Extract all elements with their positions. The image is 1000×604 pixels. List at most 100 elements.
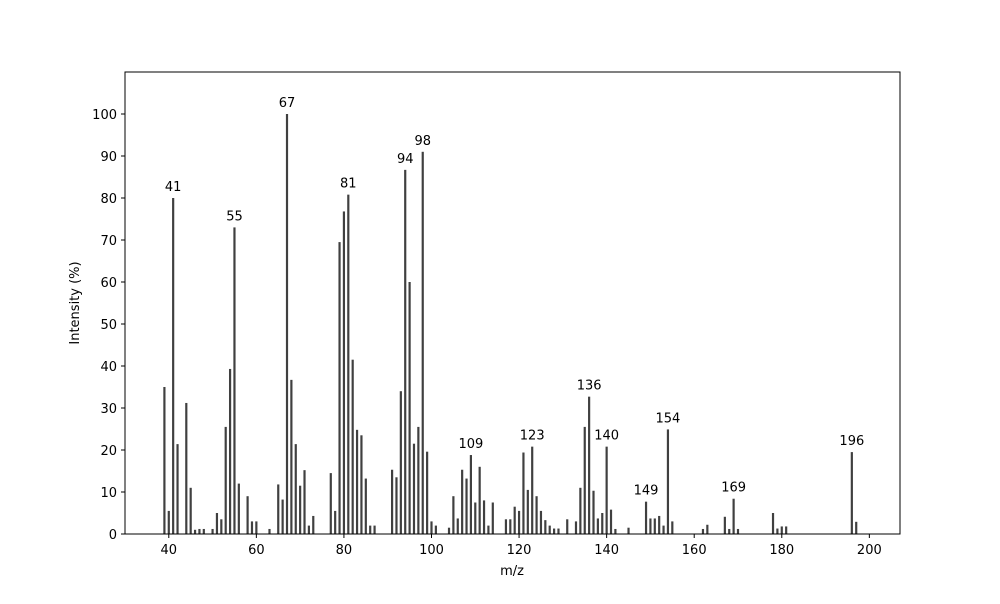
peak-label: 149 xyxy=(634,484,659,499)
bar xyxy=(671,521,674,534)
bar xyxy=(736,528,740,534)
y-tick-label: 100 xyxy=(92,108,117,123)
y-tick-label: 0 xyxy=(109,528,117,543)
peak-label: 154 xyxy=(656,411,681,426)
y-tick-label: 80 xyxy=(100,192,117,207)
bar xyxy=(303,470,306,534)
bar xyxy=(526,489,529,534)
bar xyxy=(855,521,858,534)
bar xyxy=(452,496,455,534)
bar xyxy=(198,528,201,534)
bar xyxy=(294,444,297,534)
bar xyxy=(662,525,665,534)
bar xyxy=(172,198,175,534)
y-tick-label: 60 xyxy=(100,276,117,291)
bar xyxy=(504,519,508,534)
peak-label: 196 xyxy=(839,434,864,449)
bar xyxy=(426,451,429,534)
bar xyxy=(513,506,516,534)
bar xyxy=(334,510,337,534)
bar xyxy=(531,446,534,534)
bar xyxy=(369,525,372,534)
bar xyxy=(281,499,284,534)
bar xyxy=(185,402,188,534)
x-axis-label: m/z xyxy=(500,564,524,579)
bar xyxy=(255,521,258,534)
bar xyxy=(539,510,543,534)
bar xyxy=(592,490,595,534)
bar xyxy=(785,526,788,534)
bar xyxy=(474,502,477,534)
bar xyxy=(347,194,350,534)
bar xyxy=(850,452,853,534)
bar xyxy=(609,509,613,534)
bar xyxy=(596,518,599,534)
bar xyxy=(215,513,219,534)
bar xyxy=(478,466,481,534)
y-axis-label: Intensity (%) xyxy=(68,261,83,344)
y-tick-label: 10 xyxy=(100,486,117,501)
bar xyxy=(233,227,236,534)
bar xyxy=(465,478,468,534)
bar xyxy=(167,510,170,534)
bar xyxy=(250,521,254,534)
bar xyxy=(482,500,486,534)
peak-label: 41 xyxy=(165,180,182,195)
bar xyxy=(430,521,433,534)
bar xyxy=(544,520,547,534)
bar xyxy=(193,529,197,534)
bar xyxy=(653,518,656,534)
bar xyxy=(701,528,705,534)
x-tick-label: 60 xyxy=(248,543,265,558)
peak-label: 140 xyxy=(594,429,619,444)
bar xyxy=(421,151,424,535)
bar xyxy=(469,455,472,534)
bar xyxy=(456,518,459,534)
y-tick-label: 30 xyxy=(100,402,117,417)
bar xyxy=(399,391,402,534)
x-tick-label: 100 xyxy=(419,543,444,558)
peak-label: 169 xyxy=(721,481,746,496)
bar xyxy=(338,242,341,534)
bar xyxy=(583,426,586,534)
bar xyxy=(522,452,525,534)
bar xyxy=(176,444,179,534)
bar xyxy=(364,478,367,534)
y-tick-label: 50 xyxy=(100,318,117,333)
bar xyxy=(723,516,726,534)
bar xyxy=(666,429,670,534)
bar xyxy=(211,528,214,534)
bar xyxy=(202,528,205,534)
bar xyxy=(299,485,302,534)
peak-label: 109 xyxy=(458,437,483,452)
bar xyxy=(342,211,346,534)
bar xyxy=(237,483,240,534)
bar xyxy=(412,443,416,534)
bar xyxy=(447,527,451,534)
bar xyxy=(228,368,232,534)
bar xyxy=(644,501,648,534)
x-tick-label: 140 xyxy=(594,543,619,558)
x-tick-label: 200 xyxy=(857,543,882,558)
x-tick-label: 40 xyxy=(161,543,178,558)
bar xyxy=(220,519,223,534)
x-tick-label: 120 xyxy=(507,543,532,558)
bar xyxy=(517,510,521,534)
bar xyxy=(776,528,779,534)
bar xyxy=(487,525,490,534)
peak-label: 67 xyxy=(279,96,296,111)
bar xyxy=(491,502,494,534)
bar xyxy=(290,379,293,534)
bar xyxy=(351,359,354,534)
bar xyxy=(509,519,512,534)
bar xyxy=(307,525,310,534)
bar xyxy=(732,498,735,534)
bar xyxy=(461,469,464,534)
y-tick-label: 90 xyxy=(100,150,117,165)
bar xyxy=(417,426,420,534)
bar xyxy=(579,487,582,534)
bar xyxy=(553,528,556,534)
bar xyxy=(728,528,731,534)
bar xyxy=(557,528,560,534)
